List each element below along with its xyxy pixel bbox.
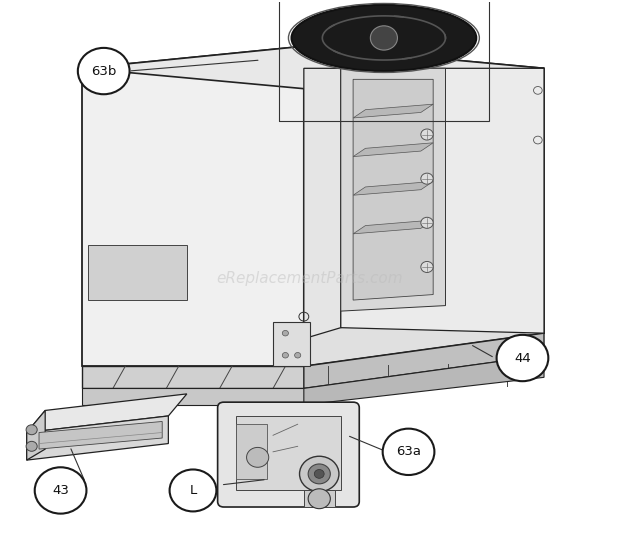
Circle shape [294, 353, 301, 358]
Text: 43: 43 [52, 484, 69, 497]
Polygon shape [341, 68, 544, 333]
Polygon shape [82, 46, 544, 91]
Circle shape [497, 335, 548, 381]
Circle shape [421, 129, 433, 140]
Text: L: L [189, 484, 197, 497]
Polygon shape [27, 394, 187, 433]
Polygon shape [304, 490, 335, 507]
Polygon shape [304, 333, 544, 389]
Circle shape [308, 464, 330, 484]
Polygon shape [27, 410, 45, 460]
Text: 44: 44 [514, 351, 531, 365]
Circle shape [370, 26, 397, 50]
Circle shape [421, 261, 433, 272]
Polygon shape [353, 143, 433, 157]
Polygon shape [82, 366, 304, 389]
Circle shape [308, 489, 330, 509]
Circle shape [26, 441, 37, 451]
Circle shape [282, 330, 288, 336]
Circle shape [282, 353, 288, 358]
Polygon shape [82, 46, 544, 68]
Text: eReplacementParts.com: eReplacementParts.com [216, 271, 404, 285]
Circle shape [314, 469, 324, 478]
Circle shape [26, 425, 37, 435]
Circle shape [78, 48, 130, 94]
Polygon shape [353, 80, 433, 300]
Ellipse shape [291, 5, 476, 71]
Circle shape [170, 469, 216, 512]
Polygon shape [27, 416, 169, 460]
Polygon shape [353, 181, 433, 195]
Polygon shape [88, 245, 187, 300]
FancyBboxPatch shape [218, 402, 359, 507]
Polygon shape [304, 355, 544, 405]
Circle shape [299, 456, 339, 492]
Polygon shape [39, 421, 162, 449]
Polygon shape [304, 68, 341, 339]
Polygon shape [236, 416, 341, 490]
Polygon shape [304, 68, 544, 366]
Polygon shape [341, 68, 446, 311]
Circle shape [35, 467, 86, 514]
Text: 63b: 63b [91, 64, 117, 78]
Polygon shape [353, 104, 433, 118]
Polygon shape [82, 389, 304, 405]
Circle shape [383, 429, 435, 475]
Text: 63a: 63a [396, 445, 421, 458]
Polygon shape [236, 424, 267, 479]
Circle shape [247, 448, 268, 467]
Circle shape [421, 217, 433, 229]
Polygon shape [273, 322, 310, 366]
Circle shape [421, 173, 433, 184]
Polygon shape [353, 220, 433, 234]
Polygon shape [82, 68, 304, 366]
